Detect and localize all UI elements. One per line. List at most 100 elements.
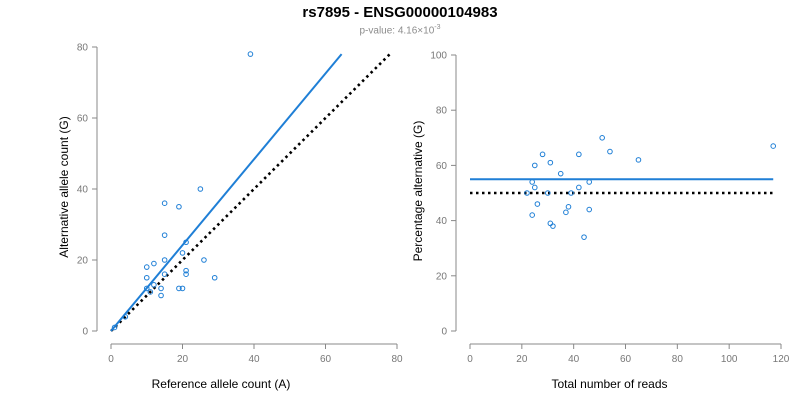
y-tick-label: 80 [436, 106, 448, 117]
y-tick-label: 60 [436, 161, 448, 172]
x-tick: 100 [721, 344, 738, 365]
data-points [111, 51, 254, 331]
data-point [201, 257, 207, 263]
x-axis: 0 20 40 60 80 100 120 [467, 343, 790, 365]
x-tick-label: 60 [320, 354, 332, 365]
data-point [539, 151, 546, 158]
right-panel-percentage-alternative: 0 20 40 60 80 100 120 0 20 40 60 80 100 Total number … [411, 51, 790, 392]
y-axis: 0 20 40 60 80 100 [430, 51, 457, 338]
x-tick: 0 [108, 344, 114, 365]
x-tick: 20 [177, 344, 188, 365]
y-axis-label: Percentage alternative (G) [411, 121, 425, 262]
y-tick: 40 [436, 216, 456, 227]
x-tick: 80 [391, 344, 403, 365]
data-point [211, 274, 218, 281]
y-tick-label: 80 [77, 43, 89, 54]
y-tick-label: 0 [441, 327, 447, 338]
y-tick: 60 [436, 161, 456, 172]
x-tick: 0 [467, 344, 473, 365]
chart-subtitle: p-value: 4.16×10-3 [0, 24, 800, 36]
data-point [161, 271, 168, 278]
reference-line [110, 53, 391, 332]
x-tick: 40 [248, 344, 260, 365]
data-point [176, 203, 182, 210]
x-tick-label: 0 [108, 354, 114, 365]
y-tick: 0 [441, 327, 456, 338]
y-axis-label: Alternative allele count (G) [57, 116, 71, 257]
p-value-text: p-value: 4.16×10 [359, 25, 435, 37]
data-point [176, 285, 182, 292]
data-point [557, 170, 564, 177]
y-tick: 20 [436, 271, 456, 282]
y-tick-label: 40 [436, 216, 448, 227]
data-point [586, 206, 593, 213]
y-tick: 80 [436, 106, 456, 117]
data-point [161, 257, 168, 263]
y-tick-label: 20 [77, 256, 89, 267]
data-point [179, 285, 186, 292]
x-tick-label: 80 [391, 354, 403, 365]
data-point [544, 190, 551, 196]
y-tick-label: 20 [436, 271, 448, 282]
y-tick: 0 [82, 327, 97, 338]
data-point [158, 285, 164, 292]
p-value-exponent: -3 [434, 24, 441, 31]
x-axis-label: Total number of reads [551, 377, 667, 391]
y-tick-label: 100 [430, 51, 447, 62]
fit-line [110, 53, 343, 332]
data-point [111, 324, 118, 331]
x-axis: 0 20 40 60 80 [108, 343, 403, 365]
data-point [568, 190, 574, 196]
data-point [151, 260, 157, 267]
data-point [550, 223, 556, 229]
data-point [158, 292, 164, 299]
data-point [183, 239, 189, 246]
data-point [143, 264, 150, 270]
y-tick-label: 40 [77, 185, 89, 196]
data-point [563, 209, 569, 216]
x-tick-label: 20 [516, 354, 528, 365]
y-tick: 80 [77, 43, 97, 54]
data-point [547, 220, 554, 227]
data-point [586, 179, 593, 185]
data-point [529, 179, 536, 185]
data-point [529, 212, 536, 218]
y-tick: 100 [430, 51, 456, 62]
data-point [183, 271, 189, 278]
x-tick-label: 100 [721, 354, 738, 365]
data-points [524, 135, 777, 240]
data-point [599, 135, 605, 141]
data-point [143, 285, 150, 292]
data-point [635, 157, 642, 163]
y-axis: 0 20 40 60 80 [77, 43, 98, 338]
data-point [151, 282, 157, 288]
data-point [531, 184, 538, 191]
x-tick: 80 [672, 344, 683, 365]
x-tick-label: 40 [568, 354, 580, 365]
y-tick: 40 [77, 185, 97, 196]
x-tick: 40 [568, 344, 580, 365]
data-point [183, 267, 189, 274]
y-tick: 60 [77, 114, 97, 125]
data-point [581, 234, 587, 240]
x-tick-label: 120 [773, 354, 790, 365]
x-tick: 20 [516, 344, 528, 365]
data-point [143, 274, 150, 281]
data-point [576, 151, 582, 158]
x-tick: 60 [320, 344, 332, 365]
y-tick-label: 0 [82, 327, 88, 338]
chart-title: rs7895 - ENSG00000104983 [302, 4, 498, 21]
data-point [161, 232, 168, 238]
left-panel-allele-counts: 0 20 40 60 80 0 20 40 60 80 Reference allele count… [57, 43, 403, 392]
data-point [122, 314, 129, 320]
data-point [770, 143, 777, 149]
data-point [197, 186, 204, 192]
data-point [607, 148, 613, 155]
y-tick: 20 [77, 256, 97, 267]
data-point [179, 250, 186, 256]
data-point [547, 159, 554, 166]
data-point [147, 289, 154, 295]
x-tick-label: 0 [467, 354, 473, 365]
x-tick: 120 [773, 344, 790, 365]
